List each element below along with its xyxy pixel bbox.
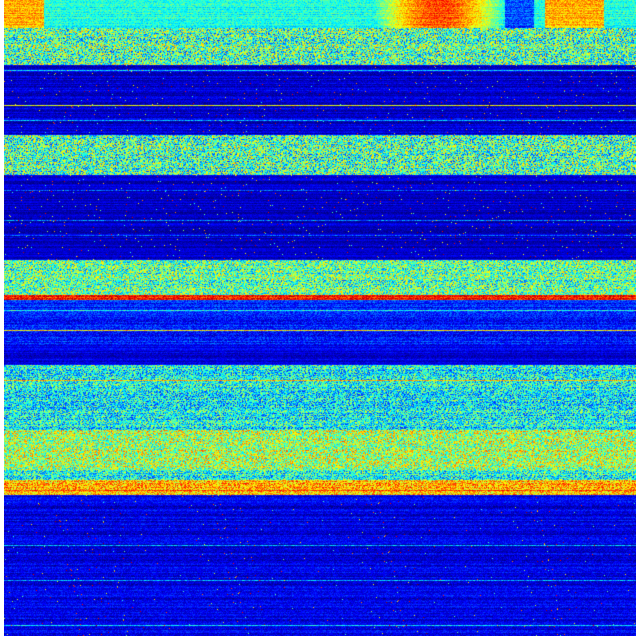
heatmap-image [4,0,636,636]
heatmap-canvas [4,0,636,636]
